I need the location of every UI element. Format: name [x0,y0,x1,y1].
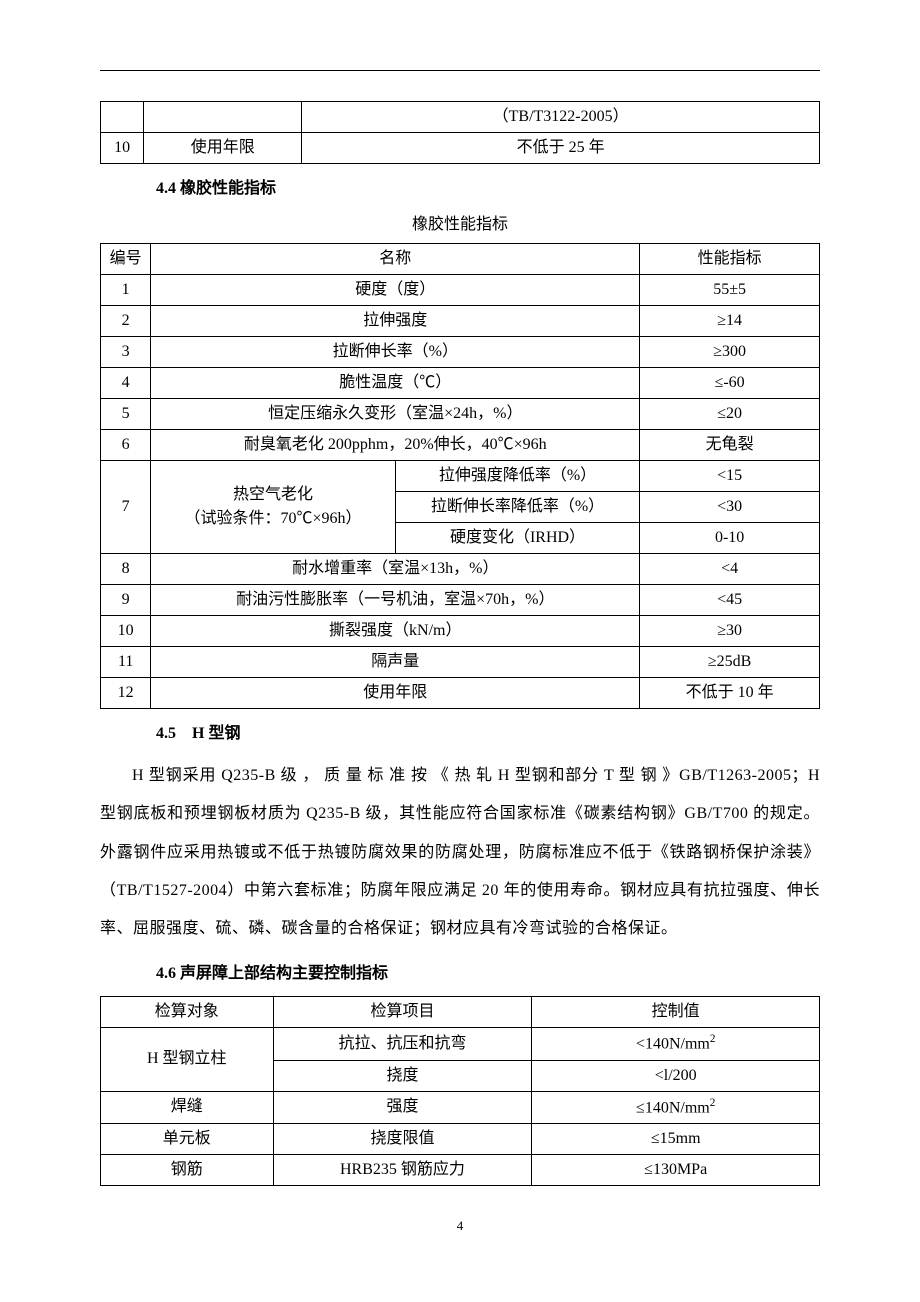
cell-num: 3 [101,337,151,368]
cell-val: 不低于 25 年 [302,133,820,164]
cell-num: 7 [101,461,151,554]
cell-c3: <140N/mm2 [532,1028,820,1060]
cell-num: 2 [101,306,151,337]
cell-c2: HRB235 钢筋应力 [273,1154,532,1185]
cell-subname: 拉伸强度降低率（%） [395,461,639,492]
cell-num: 9 [101,585,151,616]
cell-name: 拉伸强度 [151,306,640,337]
table2-title: 橡胶性能指标 [100,212,820,238]
cell-val: （TB/T3122-2005） [302,102,820,133]
table-row: 3 拉断伸长率（%） ≥300 [101,337,820,368]
table-row: （TB/T3122-2005） [101,102,820,133]
cell-val: ≥14 [640,306,820,337]
header-val: 性能指标 [640,244,820,275]
cell-name: 使用年限 [151,678,640,709]
cell-val: ≥30 [640,616,820,647]
cell-num: 6 [101,430,151,461]
table-row: 焊缝 强度 ≤140N/mm2 [101,1091,820,1123]
cell-num: 4 [101,368,151,399]
cell-c1: 焊缝 [101,1091,274,1123]
cell-c3: <l/200 [532,1060,820,1091]
rubber-performance-table: 编号 名称 性能指标 1 硬度（度） 55±5 2 拉伸强度 ≥14 3 拉断伸… [100,243,820,709]
cell-name: 硬度（度） [151,275,640,306]
cell-num: 8 [101,554,151,585]
cell-name: 耐臭氧老化 200pphm，20%伸长，40℃×96h [151,430,640,461]
cell-name: 使用年限 [144,133,302,164]
cell-name: 隔声量 [151,647,640,678]
cell-c3: ≤140N/mm2 [532,1091,820,1123]
table-prev-continuation: （TB/T3122-2005） 10 使用年限 不低于 25 年 [100,101,820,164]
cell-c2: 挠度限值 [273,1123,532,1154]
cell-name: 耐油污性膨胀率（一号机油，室温×70h，%） [151,585,640,616]
table-row: 8 耐水增重率（室温×13h，%） <4 [101,554,820,585]
cell-name: 撕裂强度（kN/m） [151,616,640,647]
cell-name-group: 热空气老化 （试验条件：70℃×96h） [151,461,395,554]
cell-num: 10 [101,133,144,164]
cell-num [101,102,144,133]
cell-num: 12 [101,678,151,709]
header-c1: 检算对象 [101,997,274,1028]
table-row: 10 使用年限 不低于 25 年 [101,133,820,164]
cell-subname: 拉断伸长率降低率（%） [395,492,639,523]
page-number: 4 [100,1216,820,1237]
cell-name: 脆性温度（℃） [151,368,640,399]
control-index-table: 检算对象 检算项目 控制值 H 型钢立柱 抗拉、抗压和抗弯 <140N/mm2 … [100,996,820,1186]
table-row: H 型钢立柱 抗拉、抗压和抗弯 <140N/mm2 [101,1028,820,1060]
cell-num: 10 [101,616,151,647]
cell-val: 无龟裂 [640,430,820,461]
header-c2: 检算项目 [273,997,532,1028]
cell-val: ≤-60 [640,368,820,399]
table-row: 2 拉伸强度 ≥14 [101,306,820,337]
cell-c1: 钢筋 [101,1154,274,1185]
table-header-row: 检算对象 检算项目 控制值 [101,997,820,1028]
cell-c3: ≤15mm [532,1123,820,1154]
cell-line2: （试验条件：70℃×96h） [185,510,362,527]
section-heading-45: 4.5 H 型钢 [156,721,820,747]
cell-val: <15 [640,461,820,492]
cell-c2: 强度 [273,1091,532,1123]
header-rule [100,70,820,71]
table-row: 11 隔声量 ≥25dB [101,647,820,678]
cell-subname: 硬度变化（IRHD） [395,523,639,554]
cell-val: 55±5 [640,275,820,306]
cell-line1: 热空气老化 [233,486,313,503]
cell-c1: 单元板 [101,1123,274,1154]
cell-val: <4 [640,554,820,585]
cell-c2: 挠度 [273,1060,532,1091]
cell-name: 拉断伸长率（%） [151,337,640,368]
header-num: 编号 [101,244,151,275]
cell-num: 11 [101,647,151,678]
table-row: 7 热空气老化 （试验条件：70℃×96h） 拉伸强度降低率（%） <15 [101,461,820,492]
table-row: 4 脆性温度（℃） ≤-60 [101,368,820,399]
table-row: 10 撕裂强度（kN/m） ≥30 [101,616,820,647]
table-row: 1 硬度（度） 55±5 [101,275,820,306]
table-row: 钢筋 HRB235 钢筋应力 ≤130MPa [101,1154,820,1185]
table-row: 单元板 挠度限值 ≤15mm [101,1123,820,1154]
table-row: 12 使用年限 不低于 10 年 [101,678,820,709]
cell-val: ≥25dB [640,647,820,678]
cell-val: 0-10 [640,523,820,554]
header-c3: 控制值 [532,997,820,1028]
table-row: 9 耐油污性膨胀率（一号机油，室温×70h，%） <45 [101,585,820,616]
cell-val: 不低于 10 年 [640,678,820,709]
cell-val: <45 [640,585,820,616]
cell-name: 恒定压缩永久变形（室温×24h，%） [151,399,640,430]
cell-c1: H 型钢立柱 [101,1028,274,1091]
cell-c3: ≤130MPa [532,1154,820,1185]
table-header-row: 编号 名称 性能指标 [101,244,820,275]
table-row: 6 耐臭氧老化 200pphm，20%伸长，40℃×96h 无龟裂 [101,430,820,461]
cell-num: 5 [101,399,151,430]
cell-val: <30 [640,492,820,523]
cell-name: 耐水增重率（室温×13h，%） [151,554,640,585]
section-heading-46: 4.6 声屏障上部结构主要控制指标 [156,961,820,987]
paragraph-45: H 型钢采用 Q235-B 级 ， 质 量 标 准 按 《 热 轧 H 型钢和部… [100,757,820,949]
cell-val: ≥300 [640,337,820,368]
cell-val: ≤20 [640,399,820,430]
section-heading-44: 4.4 橡胶性能指标 [156,176,820,202]
cell-name [144,102,302,133]
table-row: 5 恒定压缩永久变形（室温×24h，%） ≤20 [101,399,820,430]
header-name: 名称 [151,244,640,275]
cell-num: 1 [101,275,151,306]
cell-c2: 抗拉、抗压和抗弯 [273,1028,532,1060]
